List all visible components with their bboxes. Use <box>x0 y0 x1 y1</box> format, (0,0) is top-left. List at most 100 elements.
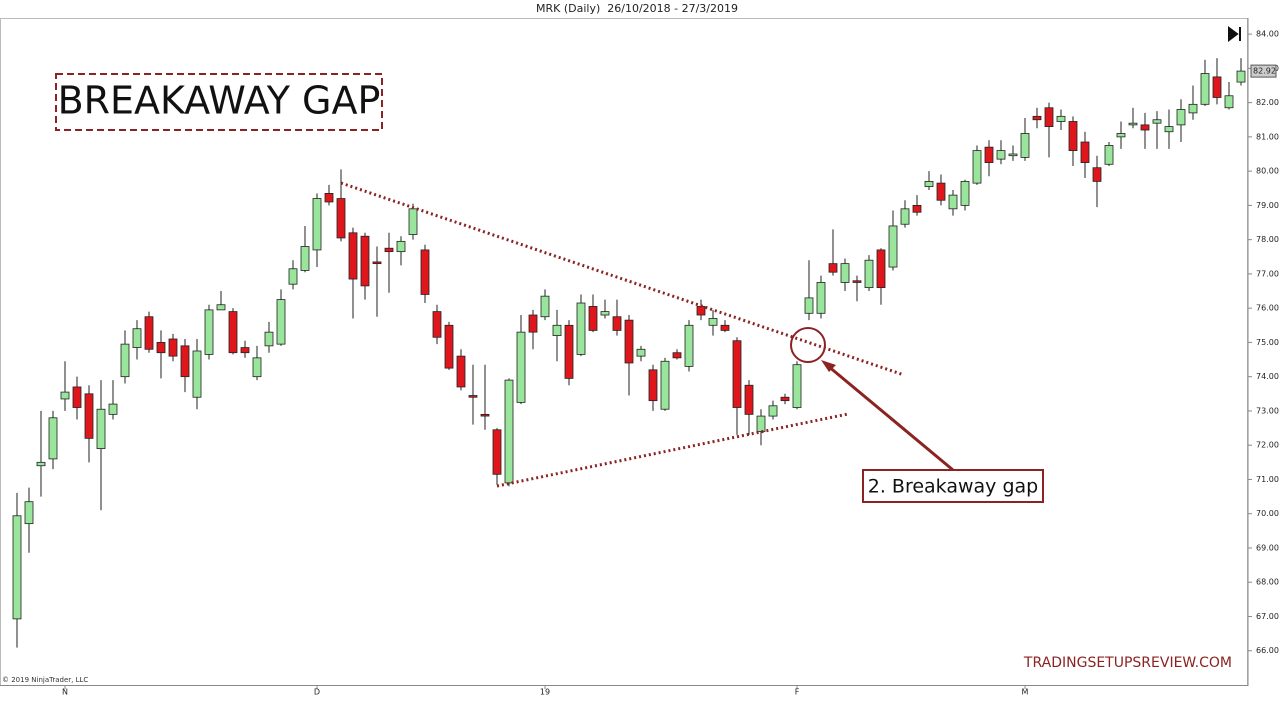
callout-label: 2. Breakaway gap <box>868 476 1038 498</box>
candle-body <box>84 393 94 439</box>
candle-body <box>924 181 934 187</box>
last-price-marker <box>1250 64 1277 78</box>
candle-body <box>1140 124 1150 131</box>
annotation-title: BREAKAWAY GAP <box>58 79 381 123</box>
candle-body <box>36 461 46 467</box>
candle-body <box>480 413 490 417</box>
candle-body <box>720 324 730 331</box>
y-tick-label: 80.00 <box>1256 167 1279 176</box>
candle-body <box>936 182 946 201</box>
candle-body <box>420 249 430 295</box>
candle-body <box>1104 145 1114 165</box>
y-tick-label: 82.00 <box>1256 98 1279 107</box>
candle-body <box>1128 122 1138 126</box>
candle-body <box>312 198 322 251</box>
candle-body <box>408 208 418 235</box>
candle-body <box>528 314 538 333</box>
candle-body <box>1164 126 1174 133</box>
candle-body <box>828 263 838 273</box>
candle-body <box>864 259 874 289</box>
candle-body <box>816 282 826 314</box>
candle-body <box>1200 73 1210 105</box>
candle-body <box>228 311 238 354</box>
candle-body <box>1032 115 1042 121</box>
candle-body <box>804 297 814 314</box>
candle-body <box>1020 133 1030 158</box>
candle-body <box>504 379 514 484</box>
candle-body <box>372 261 382 265</box>
candle-body <box>132 328 142 348</box>
candle-body <box>888 225 898 268</box>
candle-body <box>324 193 334 203</box>
candle-body <box>468 395 478 398</box>
candle-body <box>384 247 394 253</box>
candle-body <box>552 324 562 336</box>
candle-body <box>1092 167 1102 182</box>
candle-body <box>1176 109 1186 126</box>
candle-body <box>672 352 682 359</box>
y-tick-label: 76.00 <box>1256 304 1279 313</box>
y-tick-label: 84.00 <box>1256 30 1279 39</box>
candle-body <box>276 299 286 345</box>
candle-body <box>1152 119 1162 124</box>
candle-body <box>648 369 658 402</box>
y-tick-label: 74.00 <box>1256 372 1279 381</box>
candle-body <box>912 204 922 213</box>
candle-body <box>72 386 82 408</box>
candle-body <box>852 280 862 283</box>
candle-body <box>972 150 982 184</box>
candle-body <box>336 198 346 239</box>
candle-body <box>960 181 970 206</box>
y-tick-label: 67.00 <box>1256 612 1279 621</box>
candle-body <box>564 324 574 379</box>
candle-body <box>24 501 34 525</box>
arrow-shaft <box>827 364 954 472</box>
watermark: TRADINGSETUPSREVIEW.COM <box>1023 655 1232 671</box>
candles <box>12 58 1246 648</box>
y-tick-label: 73.00 <box>1256 406 1279 415</box>
candle-body <box>1188 103 1198 114</box>
candle-body <box>432 311 442 338</box>
candle-body <box>108 403 118 415</box>
x-tick-label: N <box>62 688 68 697</box>
x-tick-label: M <box>1022 688 1029 697</box>
scroll-end-button[interactable] <box>1228 26 1241 42</box>
y-tick-label: 69.00 <box>1256 543 1279 552</box>
candle-body <box>288 268 298 285</box>
candle-body <box>1080 141 1090 163</box>
candle-body <box>192 350 202 398</box>
candle-body <box>540 295 550 318</box>
candle-body <box>516 331 526 403</box>
candle-body <box>1008 153 1018 157</box>
candle-body <box>948 194 958 210</box>
candle-body <box>444 324 454 369</box>
candle-body <box>576 302 586 355</box>
candle-body <box>240 347 250 354</box>
candle-body <box>876 249 886 289</box>
candle-body <box>612 316 622 331</box>
candle-body <box>300 246 310 271</box>
y-tick-label: 79.00 <box>1256 201 1279 210</box>
candle-body <box>1236 70 1246 83</box>
candle-body <box>1068 121 1078 151</box>
candle-body <box>732 340 742 408</box>
candle-body <box>120 343 130 378</box>
candle-body <box>684 324 694 367</box>
candle-body <box>708 318 718 326</box>
callout-box <box>862 469 1044 503</box>
candle-body <box>780 396 790 402</box>
arrow-head <box>821 360 836 372</box>
candle-body <box>492 429 502 475</box>
candle-body <box>144 316 154 350</box>
candle-body <box>756 415 766 432</box>
candle-body <box>792 364 802 408</box>
candle-body <box>600 311 610 316</box>
candle-body <box>216 304 226 311</box>
candle-body <box>48 417 58 460</box>
candle-body <box>156 342 166 354</box>
candle-body <box>456 355 466 388</box>
y-tick-label: 75.00 <box>1256 338 1279 347</box>
candle-body <box>1212 76 1222 98</box>
candle-body <box>348 232 358 280</box>
